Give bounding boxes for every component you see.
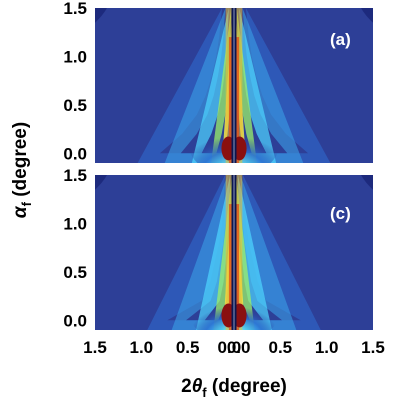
x-tick-label: 1.0 (130, 338, 154, 357)
panel-c-label: (c) (330, 204, 351, 223)
panel-a: (a) 1.5 1.0 0.5 0.0 (63, 0, 373, 163)
y-tick-label: 1.0 (63, 47, 87, 66)
scatter-halo (164, 8, 304, 163)
y-tick-label: 0.0 (63, 311, 87, 330)
panel-corner-shade (361, 8, 373, 23)
beamstop-highlight (233, 175, 235, 330)
panel-corner-shade (361, 175, 373, 190)
y-axis-subscript: f (19, 201, 34, 206)
y-tick-label: 1.5 (63, 166, 87, 185)
x-tick-label: 1.0 (315, 338, 339, 357)
panel-a-y-ticks: 1.5 1.0 0.5 0.0 (63, 0, 87, 163)
y-axis-unit: (degree) (10, 122, 31, 202)
x-axis-subscript: f (202, 385, 207, 400)
beamstop (231, 175, 237, 330)
x-axis-title: 2θf (degree) (181, 376, 287, 400)
y-tick-label: 0.0 (63, 144, 87, 163)
y-tick-label: 0.5 (63, 263, 87, 282)
panel-c-corners (95, 175, 373, 190)
x-axis-unit: (degree) (207, 376, 287, 397)
x-tick-label: 0.5 (269, 338, 293, 357)
y-tick-label: 1.0 (63, 214, 87, 233)
y-axis-symbol: α (10, 205, 31, 218)
panel-c-x-ticks: 1.5 1.0 0.5 0.00.0 0.5 1.0 1.5 (83, 338, 385, 357)
panel-c-y-ticks: 1.5 1.0 0.5 0.0 (63, 166, 87, 330)
beamstop (231, 8, 237, 163)
panel-a-label: (a) (330, 30, 351, 49)
y-tick-label: 0.5 (63, 96, 87, 115)
panel-a-corners (95, 8, 373, 23)
x-tick-label: 0.0 (218, 338, 242, 357)
x-tick-label: 0.5 (176, 338, 200, 357)
panel-corner-shade (95, 8, 107, 23)
x-tick-label: 0.0 (227, 338, 251, 357)
y-tick-label: 1.5 (63, 0, 87, 18)
panel-corner-shade (95, 175, 107, 190)
panel-c: (c) 1.51.00.50.0 1.5 1.0 0.5 0.00.0 0.5 1.0 1.… (63, 166, 385, 357)
beamstop-highlight (233, 8, 235, 163)
x-axis-prefix: 2 (181, 376, 192, 397)
y-axis-title: αf (degree) (10, 122, 34, 218)
panel-c-intensity (147, 175, 321, 330)
x-tick-label: 1.5 (361, 338, 385, 357)
panel-a-intensity (137, 8, 331, 163)
x-tick-label: 1.5 (83, 338, 107, 357)
x-axis-symbol: θ (192, 376, 203, 397)
